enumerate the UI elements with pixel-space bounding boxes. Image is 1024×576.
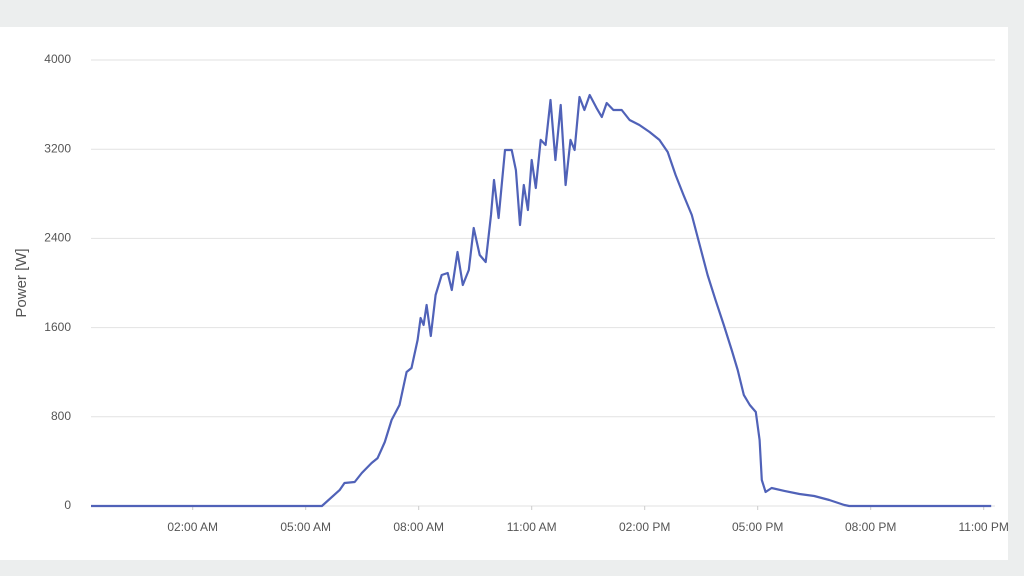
y-tick-label: 2400 (44, 231, 71, 245)
y-axis-label: Power [W] (13, 248, 30, 317)
y-tick-label: 3200 (44, 141, 71, 155)
x-tick-label: 08:00 PM (845, 520, 896, 534)
x-tick-label: 05:00 PM (732, 520, 783, 534)
y-tick-label: 1600 (44, 320, 71, 334)
x-tick-label: 02:00 PM (619, 520, 670, 534)
line (91, 93, 992, 508)
card (0, 27, 1008, 560)
x-tick-label: 02:00 AM (167, 520, 218, 534)
x-tick-label: 11:00 PM (958, 520, 1008, 534)
x-tick-label: 08:00 AM (393, 520, 444, 534)
x-tick-label: 11:00 AM (507, 520, 557, 534)
y-tick-label: 0 (64, 498, 71, 512)
x-tick-label: 05:00 AM (280, 520, 331, 534)
y-tick-label: 4000 (44, 52, 71, 66)
y-tick-label: 800 (51, 409, 71, 423)
